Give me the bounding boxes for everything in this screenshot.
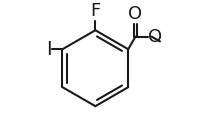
Text: O: O: [148, 28, 162, 46]
Text: F: F: [90, 2, 100, 20]
Text: I: I: [46, 40, 52, 59]
Text: O: O: [129, 5, 143, 23]
